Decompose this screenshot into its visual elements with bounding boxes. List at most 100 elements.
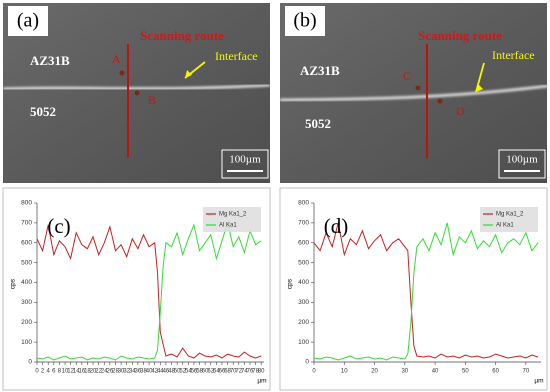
x-tick-label: 78 xyxy=(252,369,259,375)
x-tick-label: 14 xyxy=(73,369,80,375)
scale-bar-label: 100µm xyxy=(229,154,261,166)
x-tick-label: 22 xyxy=(95,369,102,375)
scan-label: Scanning route xyxy=(418,28,502,43)
legend-label: Al Ka1 xyxy=(219,223,237,229)
x-tick-label: 50 xyxy=(174,369,181,375)
x-tick-label: 64 xyxy=(213,369,220,375)
x-tick-label: 60 xyxy=(492,369,499,375)
x-tick-label: 26 xyxy=(107,369,114,375)
y-tick-label: 300 xyxy=(21,299,32,306)
x-tick-label: 48 xyxy=(168,369,175,375)
x-tick-label: 66 xyxy=(219,369,226,375)
y-tick-label: 700 xyxy=(21,220,32,227)
y-tick-label: 400 xyxy=(298,279,309,286)
y-tick-label: 500 xyxy=(298,259,309,266)
x-tick-label: 40 xyxy=(146,369,153,375)
x-tick-label: 70 xyxy=(230,369,237,375)
x-tick-label: 4 xyxy=(47,369,51,375)
x-tick-label: 72 xyxy=(235,369,242,375)
y-tick-label: 100 xyxy=(298,339,309,346)
panel-label: (d) xyxy=(324,214,349,238)
x-tick-label: 8 xyxy=(58,369,62,375)
x-tick-label: 18 xyxy=(84,369,91,375)
x-tick-label: 34 xyxy=(129,369,136,375)
data-line xyxy=(313,222,539,361)
y-tick-label: 300 xyxy=(298,299,309,306)
y-axis-label: cps xyxy=(287,278,294,289)
legend-label: Al Ka1 xyxy=(496,223,514,229)
x-tick-label: 56 xyxy=(191,369,198,375)
upper-material: AZ31B xyxy=(30,53,70,68)
panel-label-box xyxy=(8,6,48,36)
scan-label: Scanning route xyxy=(140,28,224,43)
y-tick-label: 100 xyxy=(21,339,32,346)
y-tick-label: 700 xyxy=(298,220,309,227)
x-tick-label: 30 xyxy=(401,369,408,375)
scan-point xyxy=(119,70,125,76)
x-tick-label: 68 xyxy=(224,369,231,375)
interface-line xyxy=(2,83,271,91)
y-tick-label: 0 xyxy=(28,359,32,366)
upper-material: AZ31B xyxy=(300,63,340,78)
scan-point xyxy=(134,90,140,96)
y-axis-label: cps xyxy=(10,278,17,289)
point-label: C xyxy=(403,69,411,83)
data-line xyxy=(36,221,262,361)
legend-box xyxy=(480,207,538,232)
y-tick-label: 800 xyxy=(298,200,309,207)
x-tick-label: 0 xyxy=(35,369,39,375)
point-label: B xyxy=(148,93,156,107)
data-line xyxy=(36,224,262,359)
x-tick-label: 40 xyxy=(432,369,439,375)
legend-label: Mg Ka1_2 xyxy=(219,212,247,218)
scan-point xyxy=(415,85,421,91)
panel-label: (c) xyxy=(47,214,70,238)
x-tick-label: 54 xyxy=(185,369,192,375)
legend-label: Mg Ka1_2 xyxy=(496,212,524,218)
x-tick-label: 50 xyxy=(462,369,469,375)
panel-label-box xyxy=(285,6,325,36)
x-tick-label: 30 xyxy=(118,369,125,375)
interface-line xyxy=(279,84,549,102)
data-line xyxy=(313,222,539,359)
y-tick-label: 200 xyxy=(298,319,309,326)
lower-material: 5052 xyxy=(30,104,56,119)
x-tick-label: 52 xyxy=(179,369,186,375)
scale-box xyxy=(498,149,546,179)
x-tick-label: 0 xyxy=(312,369,316,375)
interface-label: Interface xyxy=(215,49,258,63)
x-tick-label: 38 xyxy=(140,369,147,375)
interface-label: Interface xyxy=(492,48,535,62)
x-tick-label: 16 xyxy=(78,369,85,375)
x-tick-label: 10 xyxy=(341,369,348,375)
scan-point xyxy=(437,98,443,104)
y-tick-label: 500 xyxy=(21,259,32,266)
y-tick-label: 600 xyxy=(298,239,309,246)
y-tick-label: 200 xyxy=(21,319,32,326)
scale-bar-label: 100µm xyxy=(506,154,538,166)
x-tick-label: 24 xyxy=(101,369,108,375)
x-tick-label: 6 xyxy=(52,369,56,375)
x-tick-label: 70 xyxy=(523,369,530,375)
lower-material: 5052 xyxy=(305,116,331,131)
y-tick-label: 0 xyxy=(305,359,309,366)
legend-box xyxy=(203,207,261,232)
x-tick-label: 74 xyxy=(241,369,248,375)
x-tick-label: 36 xyxy=(135,369,142,375)
x-tick-label: 28 xyxy=(112,369,119,375)
x-tick-label: 80 xyxy=(258,369,265,375)
x-tick-label: 10 xyxy=(62,369,69,375)
x-tick-label: 44 xyxy=(157,369,164,375)
point-label: A xyxy=(112,52,121,66)
y-tick-label: 800 xyxy=(21,200,32,207)
arrow-head xyxy=(185,70,192,78)
y-tick-label: 600 xyxy=(21,239,32,246)
panel-label: (b) xyxy=(293,10,316,32)
x-tick-label: 62 xyxy=(207,369,214,375)
x-tick-label: 2 xyxy=(41,369,45,375)
x-tick-label: 42 xyxy=(151,369,158,375)
arrow-head xyxy=(476,84,483,92)
x-tick-label: 58 xyxy=(196,369,203,375)
x-tick-label: 46 xyxy=(163,369,170,375)
